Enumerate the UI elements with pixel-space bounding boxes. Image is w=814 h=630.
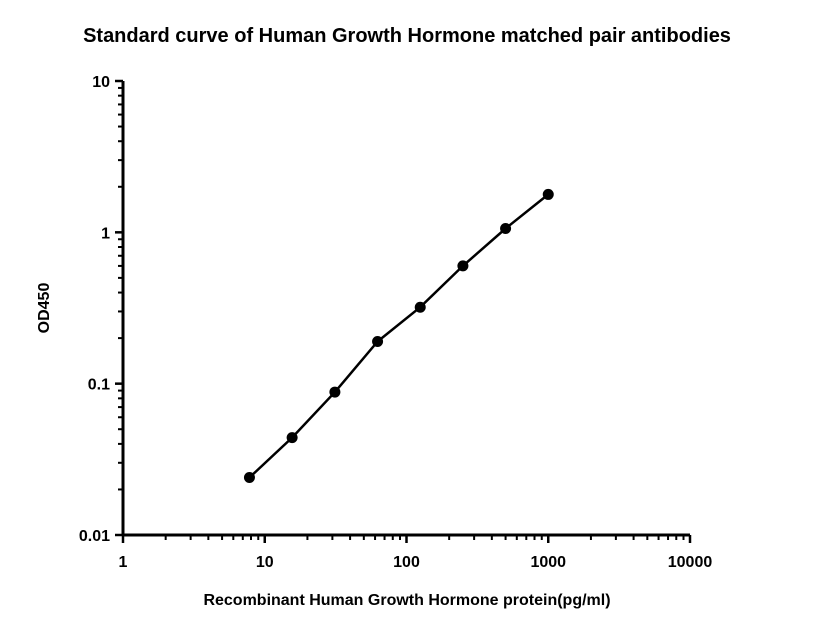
x-axis-label: Recombinant Human Growth Hormone protein…: [203, 592, 610, 609]
curve-fit-line: [248, 193, 550, 479]
data-point: [243, 471, 255, 483]
data-point: [500, 223, 512, 235]
x-tick-label: 100: [393, 554, 420, 571]
x-tick-label: 10000: [668, 554, 713, 571]
x-tick-label: 10: [256, 554, 274, 571]
data-point: [542, 188, 554, 200]
data-point: [286, 432, 298, 444]
y-tick-label: 0.01: [79, 528, 110, 545]
data-point: [457, 260, 469, 272]
data-point: [372, 335, 384, 347]
y-axis-label: OD450: [36, 283, 53, 334]
plot-area: 1 10 100 1000 10000 10 1 0.1 0.01: [79, 74, 712, 571]
data-point: [329, 386, 341, 398]
chart-title: Standard curve of Human Growth Hormone m…: [83, 25, 731, 47]
y-tick-label: 1: [101, 225, 110, 242]
y-tick-label: 0.1: [88, 377, 110, 394]
data-point: [414, 301, 426, 313]
x-tick-label: 1: [119, 554, 128, 571]
x-tick-label: 1000: [530, 554, 566, 571]
y-tick-label: 10: [92, 74, 110, 91]
